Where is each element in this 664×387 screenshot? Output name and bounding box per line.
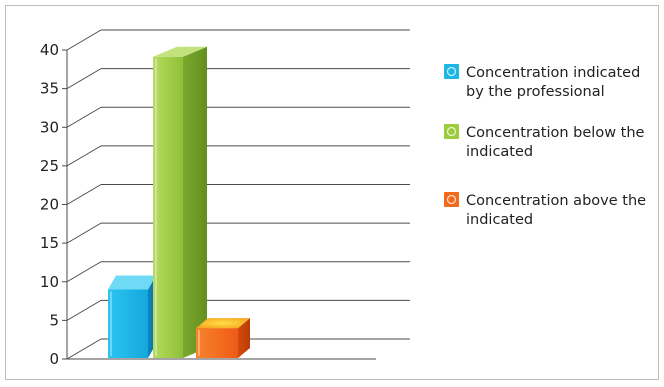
axis-layer: 0 5 10 15 20 25 30 35 40 — [40, 41, 376, 368]
legend-item-3: Concentration above the indicated — [444, 192, 646, 228]
bar-2 — [153, 46, 207, 358]
y-tick-label-20: 20 — [40, 196, 59, 214]
legend-swatch — [444, 192, 459, 207]
gridline-10 — [66, 261, 410, 283]
bar-layer — [108, 46, 250, 358]
legend-label-line: indicated — [466, 212, 533, 228]
y-tick-label-5: 5 — [49, 311, 59, 329]
gridline-20 — [66, 184, 410, 205]
y-tick-label-40: 40 — [40, 41, 59, 59]
legend-label-line: Concentration above the — [466, 193, 646, 209]
legend: Concentration indicated by the profession… — [444, 64, 646, 228]
legend-label-line: Concentration indicated — [466, 65, 640, 81]
legend-label-line: Concentration below the — [466, 125, 645, 141]
bar-1 — [108, 275, 156, 358]
chart-frame: 0 5 10 15 20 25 30 35 40 Concentration indicated… — [5, 5, 659, 380]
legend-label-line: indicated — [466, 144, 533, 160]
gridline-30 — [66, 106, 410, 128]
bar-chart: 0 5 10 15 20 25 30 35 40 Concentration indicated… — [40, 29, 646, 368]
gridline-15 — [66, 222, 410, 244]
y-tick-label-25: 25 — [40, 157, 59, 175]
gridline-35 — [66, 68, 410, 90]
legend-item-1: Concentration indicated by the profession… — [444, 64, 640, 100]
gridline-40 — [66, 29, 410, 51]
legend-swatch — [444, 64, 459, 79]
grid-layer — [66, 29, 410, 360]
legend-swatch — [444, 124, 459, 139]
y-tick-label-0: 0 — [49, 350, 59, 368]
gridline-25 — [66, 145, 410, 167]
legend-item-2: Concentration below the indicated — [444, 124, 645, 160]
legend-label-line: by the professional — [466, 84, 605, 100]
y-tick-label-35: 35 — [40, 80, 59, 98]
y-tick-label-30: 30 — [40, 118, 59, 136]
bar-3 — [196, 318, 250, 358]
y-tick-label-15: 15 — [40, 234, 59, 252]
y-tick-label-10: 10 — [40, 273, 59, 291]
